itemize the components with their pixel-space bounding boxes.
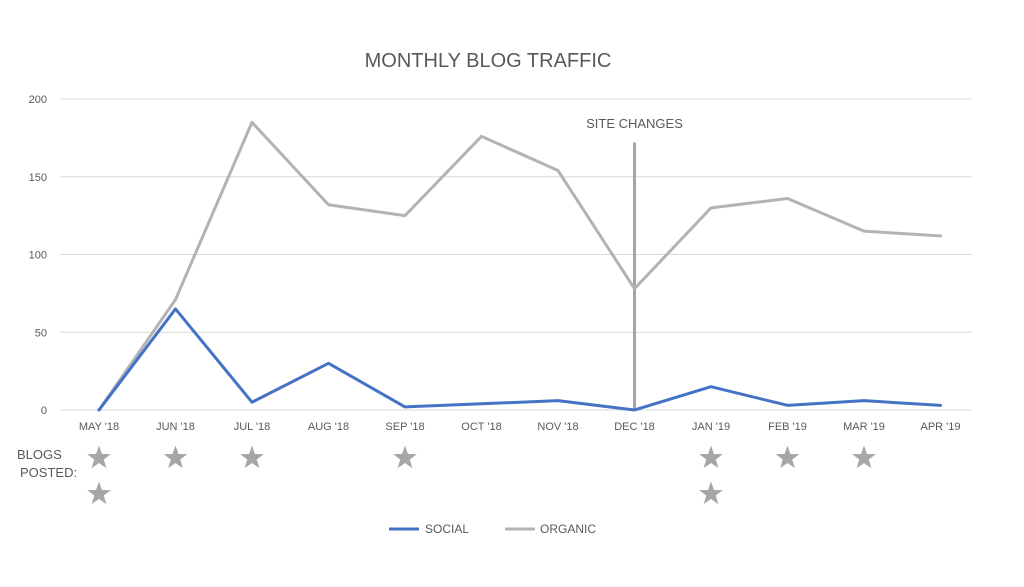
x-tick-label: NOV '18 bbox=[537, 421, 578, 433]
x-tick-label: JUN '18 bbox=[156, 421, 195, 433]
blog-star-icon bbox=[87, 481, 111, 505]
x-tick-label: SEP '18 bbox=[385, 421, 424, 433]
blog-star-icon bbox=[163, 445, 188, 469]
y-tick-label: 200 bbox=[29, 94, 47, 106]
x-tick-label: OCT '18 bbox=[461, 421, 501, 433]
x-tick-label: MAY '18 bbox=[79, 421, 119, 433]
y-tick-label: 100 bbox=[29, 250, 47, 262]
y-tick-label: 50 bbox=[35, 327, 47, 339]
x-axis-ticks: MAY '18 JUN '18 JUL '18 AUG '18 SEP '18 OCT '… bbox=[79, 421, 961, 433]
blog-star-icon bbox=[699, 445, 723, 469]
series-line-social bbox=[97, 307, 942, 412]
gridlines bbox=[60, 98, 972, 411]
x-tick-label: FEB '19 bbox=[768, 421, 807, 433]
legend: SOCIAL ORGANIC bbox=[389, 522, 596, 536]
blog-star-icon bbox=[240, 445, 264, 469]
series-lines bbox=[97, 120, 942, 412]
blogs-posted-label: BLOGS POSTED: bbox=[17, 447, 77, 480]
blog-star-icon bbox=[775, 445, 800, 469]
legend-label-social: SOCIAL bbox=[425, 522, 469, 536]
blog-star-icon bbox=[852, 445, 876, 469]
x-tick-label: MAR '19 bbox=[843, 421, 885, 433]
site-changes-annotation: SITE CHANGES bbox=[586, 116, 683, 410]
x-tick-label: JUL '18 bbox=[234, 421, 271, 433]
blog-star-icon bbox=[393, 445, 417, 469]
y-tick-label: 0 bbox=[41, 405, 47, 417]
chart-title: MONTHLY BLOG TRAFFIC bbox=[365, 50, 612, 72]
y-tick-label: 150 bbox=[29, 172, 47, 184]
legend-label-organic: ORGANIC bbox=[540, 522, 596, 536]
x-tick-label: AUG '18 bbox=[308, 421, 349, 433]
site-changes-label: SITE CHANGES bbox=[586, 116, 683, 131]
x-tick-label: APR '19 bbox=[920, 421, 960, 433]
y-axis-ticks: 0 50 100 150 200 bbox=[29, 94, 47, 417]
x-tick-label: DEC '18 bbox=[614, 421, 655, 433]
blog-star-icon bbox=[87, 445, 111, 469]
blogs-posted-row: BLOGS POSTED: bbox=[17, 445, 876, 505]
x-tick-label: JAN '19 bbox=[692, 421, 730, 433]
series-line-organic bbox=[97, 120, 942, 412]
blog-star-icon bbox=[699, 481, 723, 505]
